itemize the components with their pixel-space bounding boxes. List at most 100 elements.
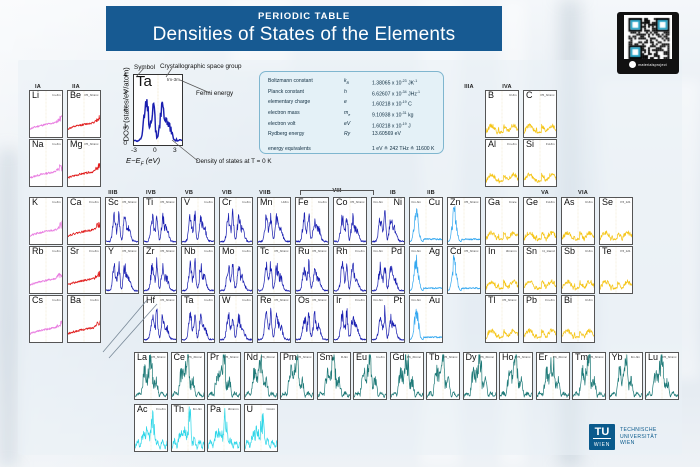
- element-tile-y[interactable]: Y P6_3/mmc: [105, 246, 139, 294]
- element-tile-se[interactable]: Se P3_121: [599, 197, 633, 245]
- lanthanide-tile-tm[interactable]: Tm P6_3/mmc: [572, 352, 606, 400]
- element-symbol: Ta: [184, 295, 194, 305]
- element-symbol: Er: [538, 352, 548, 362]
- element-tile-na[interactable]: Na Im-3m: [29, 139, 63, 187]
- constant-value: 1.38065 x 10-23 JK-1: [372, 79, 418, 87]
- element-tile-co[interactable]: Co P6_3/mmc: [333, 197, 367, 245]
- element-tile-w[interactable]: W Im-3m: [219, 295, 253, 343]
- element-tile-cu[interactable]: Cu Fm-3m: [409, 197, 443, 245]
- element-tile-c[interactable]: C P6_3/mmc: [523, 90, 557, 138]
- actinide-tile-pa[interactable]: Pa I4/mmm: [207, 404, 241, 452]
- element-tile-ge[interactable]: Ge Fd-3m: [523, 197, 557, 245]
- lanthanide-tile-lu[interactable]: Lu P6_3/mmc: [645, 352, 679, 400]
- element-tile-li[interactable]: Li Im-3m: [29, 90, 63, 138]
- lanthanide-tile-pr[interactable]: Pr P6_3/mmc: [207, 352, 241, 400]
- element-tile-au[interactable]: Au Fm-3m: [409, 295, 443, 343]
- symbol-callout: Symbol: [134, 64, 155, 71]
- element-spacegroup: P6_3/mmc: [312, 297, 327, 302]
- lanthanide-tile-pm[interactable]: Pm P6_3/mmc: [280, 352, 314, 400]
- lanthanide-tile-yb[interactable]: Yb Fm-3m: [608, 352, 643, 400]
- element-tile-al[interactable]: Al Fm-3m: [485, 139, 519, 187]
- element-spacegroup: P6_3/mmc: [160, 199, 175, 204]
- constant-name: Boltzmann constant: [268, 78, 313, 84]
- element-tile-ti[interactable]: Ti P6_3/mmc: [143, 197, 177, 245]
- lanthanide-tile-sm[interactable]: Sm R-3m: [316, 352, 351, 400]
- lanthanide-tile-tb[interactable]: Tb P6_3/mmc: [426, 352, 460, 400]
- lanthanide-tile-er[interactable]: Er P6_3/mmc: [535, 352, 570, 400]
- element-symbol: Pm: [283, 352, 297, 362]
- element-tile-pd[interactable]: Pd Fm-3m: [371, 246, 405, 294]
- element-tile-re[interactable]: Re P6_3/mmc: [257, 295, 291, 343]
- lanthanide-tile-ce[interactable]: Ce P6_3/mmc: [170, 352, 205, 400]
- element-symbol: Ni: [393, 197, 403, 207]
- element-tile-pt[interactable]: Pt Fm-3m: [371, 295, 405, 343]
- element-tile-cs[interactable]: Cs Im-3m: [29, 295, 63, 343]
- element-symbol: Rb: [32, 246, 44, 256]
- element-tile-ca[interactable]: Ca Fm-3m: [67, 197, 101, 245]
- element-spacegroup: P6_3/mmc: [540, 92, 555, 97]
- actinide-tile-ac[interactable]: Ac Fm-3m: [134, 404, 168, 452]
- element-tile-bi[interactable]: Bi R-3m: [561, 295, 595, 343]
- element-tile-v[interactable]: V Im-3m: [181, 197, 215, 245]
- element-tile-pb[interactable]: Pb Fm-3m: [523, 295, 557, 343]
- element-spacegroup: I4_1/amd: [542, 248, 555, 253]
- lanthanide-tile-la[interactable]: La P6_3/mmc: [134, 352, 168, 400]
- element-tile-be[interactable]: Be P6_3/mmc: [67, 90, 101, 138]
- element-spacegroup: Fm-3m: [411, 297, 421, 302]
- element-tile-fe[interactable]: Fe Im-3m: [295, 197, 329, 245]
- element-tile-tc[interactable]: Tc P6_3/mmc: [257, 246, 291, 294]
- lanthanide-tile-nd[interactable]: Nd P6_3/mmc: [243, 352, 278, 400]
- element-tile-in[interactable]: In I4/mmm: [485, 246, 519, 294]
- element-tile-ta[interactable]: Ta Im-3m: [181, 295, 215, 343]
- element-tile-k[interactable]: K Im-3m: [29, 197, 63, 245]
- element-tile-sc[interactable]: Sc P6_3/mmc: [105, 197, 139, 245]
- element-tile-hf[interactable]: Hf P6_3/mmc: [143, 295, 177, 343]
- element-tile-as[interactable]: As R-3m: [561, 197, 595, 245]
- element-tile-cr[interactable]: Cr Im-3m: [219, 197, 253, 245]
- element-tile-ag[interactable]: Ag Fm-3m: [409, 246, 443, 294]
- element-tile-b[interactable]: B R-3m: [485, 90, 519, 138]
- element-tile-cd[interactable]: Cd P6_3/mmc: [447, 246, 481, 294]
- group-header-vib: VIB: [222, 190, 232, 196]
- qr-code-badge[interactable]: materialsproject: [617, 12, 679, 74]
- lanthanide-tile-ho[interactable]: Ho P6_3/mmc: [499, 352, 533, 400]
- element-tile-ir[interactable]: Ir Fm-3m: [333, 295, 367, 343]
- element-tile-rb[interactable]: Rb Im-3m: [29, 246, 63, 294]
- actinide-tile-u[interactable]: U Cmcm: [243, 404, 278, 452]
- element-symbol: Dy: [465, 352, 477, 362]
- element-tile-mn[interactable]: Mn I-43m: [257, 197, 291, 245]
- element-tile-mg[interactable]: Mg P6_3/mmc: [67, 139, 101, 187]
- element-tile-sr[interactable]: Sr Fm-3m: [67, 246, 101, 294]
- element-tile-rh[interactable]: Rh Fm-3m: [333, 246, 367, 294]
- lanthanide-tile-eu[interactable]: Eu Im-3m: [353, 352, 387, 400]
- lanthanide-tile-gd[interactable]: Gd P6_3/mmc: [389, 352, 424, 400]
- constant-row: Boltzmann constant kB 1.38065 x 10-23 JK-1: [268, 78, 435, 89]
- element-spacegroup: Fm-3m: [507, 141, 517, 146]
- dos-curve-v: [182, 198, 214, 244]
- element-tile-sb[interactable]: Sb R-3m: [561, 246, 595, 294]
- x-axis-sub: F: [140, 161, 144, 168]
- element-tile-te[interactable]: Te P3_121: [599, 246, 633, 294]
- element-tile-nb[interactable]: Nb Im-3m: [181, 246, 215, 294]
- dos-curve-gd: [390, 353, 423, 399]
- element-tile-ba[interactable]: Ba Im-3m: [67, 295, 101, 343]
- element-symbol: Hf: [146, 295, 155, 305]
- element-tile-ni[interactable]: Ni Fm-3m: [371, 197, 405, 245]
- element-spacegroup: P6_3/mmc: [261, 354, 275, 359]
- lanthanide-tile-dy[interactable]: Dy P6_3/mmc: [462, 352, 497, 400]
- element-tile-zn[interactable]: Zn P6_3/mmc: [447, 197, 481, 245]
- constant-row: electron volt eV 1.60218 x 10-19 J: [268, 121, 435, 132]
- element-tile-si[interactable]: Si Fd-3m: [523, 139, 557, 187]
- element-tile-mo[interactable]: Mo Im-3m: [219, 246, 253, 294]
- group-header-va: VA: [541, 190, 549, 196]
- element-spacegroup: P6_3/mmc: [443, 354, 458, 359]
- actinide-tile-th[interactable]: Th Fm-3m: [170, 404, 205, 452]
- element-tile-ru[interactable]: Ru P6_3/mmc: [295, 246, 329, 294]
- constant-value: 6.62607 x 10-34 JHz-1: [372, 89, 421, 98]
- x-tick-minus3: -3: [131, 147, 137, 154]
- element-tile-sn[interactable]: Sn I4_1/amd: [523, 246, 557, 294]
- element-tile-ga[interactable]: Ga Cmce: [485, 197, 519, 245]
- element-tile-zr[interactable]: Zr P6_3/mmc: [143, 246, 177, 294]
- element-tile-os[interactable]: Os P6_3/mmc: [295, 295, 329, 343]
- element-tile-tl[interactable]: Tl P6_3/mmc: [485, 295, 519, 343]
